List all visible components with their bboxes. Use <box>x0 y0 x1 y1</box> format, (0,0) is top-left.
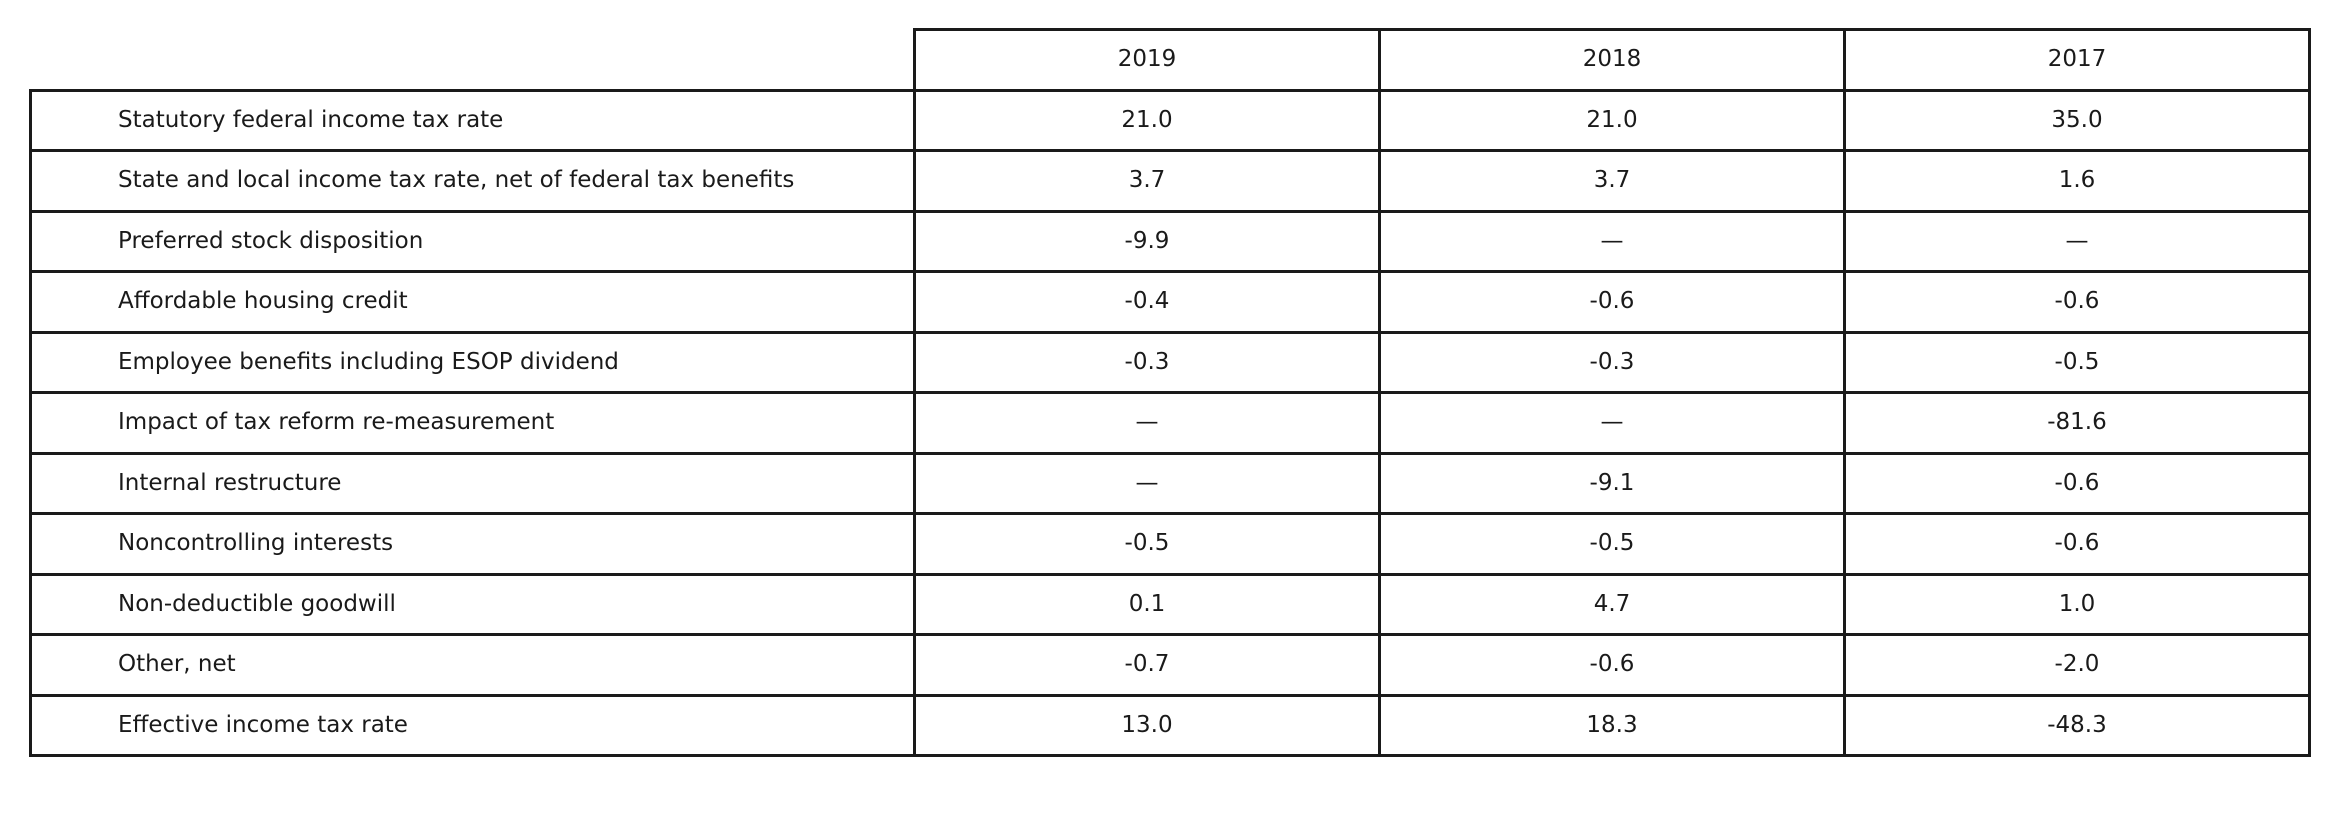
value-cell: 1.0 <box>1843 572 2311 636</box>
value-cell: 0.1 <box>913 572 1381 636</box>
value-cell: — <box>1378 209 1846 273</box>
value-cell: -81.6 <box>1843 391 2311 455</box>
value-cell: -0.5 <box>1378 512 1846 576</box>
value-cell: 21.0 <box>1378 88 1846 152</box>
value-cell: -0.3 <box>913 330 1381 394</box>
row-label: Non-deductible goodwill <box>29 572 916 636</box>
value-cell: 3.7 <box>1378 149 1846 213</box>
value-cell: -0.7 <box>913 633 1381 697</box>
value-cell: -2.0 <box>1843 633 2311 697</box>
value-cell: 1.6 <box>1843 149 2311 213</box>
value-cell: -0.6 <box>1378 633 1846 697</box>
row-label: Impact of tax reform re-measurement <box>29 391 916 455</box>
table-row: Other, net -0.7 -0.6 -2.0 <box>29 633 2311 697</box>
row-label: State and local income tax rate, net of … <box>29 149 916 213</box>
table-row: Statutory federal income tax rate 21.0 2… <box>29 88 2311 152</box>
row-label: Employee benefits including ESOP dividen… <box>29 330 916 394</box>
value-cell: — <box>913 391 1381 455</box>
header-row: 2019 2018 2017 <box>30 28 2311 92</box>
value-cell: — <box>1378 391 1846 455</box>
value-cell: -9.9 <box>913 209 1381 273</box>
value-cell: 13.0 <box>913 693 1381 757</box>
tax-rate-table: 2019 2018 2017 Statutory federal income … <box>29 28 2311 757</box>
table-row: Noncontrolling interests -0.5 -0.5 -0.6 <box>29 512 2311 576</box>
value-cell: 4.7 <box>1378 572 1846 636</box>
header-corner-cell <box>30 29 916 92</box>
row-label: Other, net <box>29 633 916 697</box>
value-cell: -0.6 <box>1843 451 2311 515</box>
table-header: 2019 2018 2017 <box>30 28 2311 92</box>
value-cell: -9.1 <box>1378 451 1846 515</box>
table-row: State and local income tax rate, net of … <box>29 149 2311 213</box>
value-cell: -0.4 <box>913 270 1381 334</box>
column-header-2019: 2019 <box>913 28 1381 92</box>
value-cell: 18.3 <box>1378 693 1846 757</box>
row-label: Internal restructure <box>29 451 916 515</box>
value-cell: -0.3 <box>1378 330 1846 394</box>
table-row: Internal restructure — -9.1 -0.6 <box>29 451 2311 515</box>
column-header-2017: 2017 <box>1843 28 2311 92</box>
value-cell: -0.6 <box>1843 512 2311 576</box>
value-cell: -0.6 <box>1843 270 2311 334</box>
column-header-2018: 2018 <box>1378 28 1846 92</box>
table-row: Preferred stock disposition -9.9 — — <box>29 209 2311 273</box>
value-cell: 3.7 <box>913 149 1381 213</box>
value-cell: — <box>1843 209 2311 273</box>
value-cell: 35.0 <box>1843 88 2311 152</box>
table-row: Affordable housing credit -0.4 -0.6 -0.6 <box>29 270 2311 334</box>
value-cell: -48.3 <box>1843 693 2311 757</box>
row-label: Preferred stock disposition <box>29 209 916 273</box>
row-label: Effective income tax rate <box>29 693 916 757</box>
row-label: Statutory federal income tax rate <box>29 88 916 152</box>
value-cell: 21.0 <box>913 88 1381 152</box>
value-cell: -0.5 <box>913 512 1381 576</box>
table-row: Employee benefits including ESOP dividen… <box>29 330 2311 394</box>
table-row: Non-deductible goodwill 0.1 4.7 1.0 <box>29 572 2311 636</box>
row-label: Affordable housing credit <box>29 270 916 334</box>
table-row: Impact of tax reform re-measurement — — … <box>29 391 2311 455</box>
table-body: Statutory federal income tax rate 21.0 2… <box>29 88 2311 757</box>
value-cell: — <box>913 451 1381 515</box>
row-label: Noncontrolling interests <box>29 512 916 576</box>
value-cell: -0.6 <box>1378 270 1846 334</box>
value-cell: -0.5 <box>1843 330 2311 394</box>
table-row: Effective income tax rate 13.0 18.3 -48.… <box>29 693 2311 757</box>
